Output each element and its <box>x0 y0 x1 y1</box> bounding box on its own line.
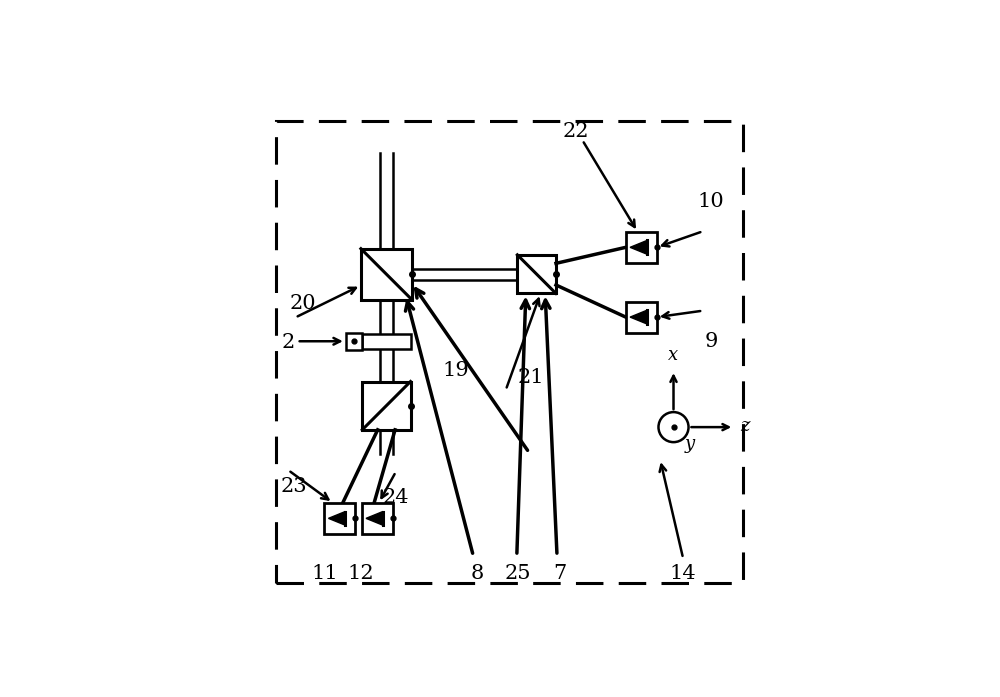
Text: 25: 25 <box>505 564 531 583</box>
Bar <box>362 381 411 430</box>
Bar <box>324 503 355 534</box>
Text: 2: 2 <box>282 333 295 352</box>
Text: x: x <box>668 346 679 364</box>
Text: 22: 22 <box>563 123 589 141</box>
Text: 24: 24 <box>382 489 409 507</box>
Text: 10: 10 <box>698 192 724 211</box>
Bar <box>517 255 556 293</box>
Text: 9: 9 <box>704 332 718 351</box>
Text: 7: 7 <box>553 564 566 583</box>
Text: 20: 20 <box>290 294 317 313</box>
Bar <box>626 232 657 263</box>
Bar <box>362 334 411 348</box>
Polygon shape <box>630 240 647 254</box>
Text: y: y <box>684 435 694 453</box>
Text: 19: 19 <box>443 361 470 381</box>
Bar <box>276 121 743 583</box>
Text: 12: 12 <box>348 564 374 583</box>
Text: z: z <box>741 417 750 434</box>
Bar <box>626 302 657 332</box>
Text: 21: 21 <box>518 368 545 388</box>
Text: 14: 14 <box>670 564 696 583</box>
Polygon shape <box>366 512 383 526</box>
Text: 11: 11 <box>311 564 338 583</box>
Bar <box>362 503 393 534</box>
Polygon shape <box>630 310 647 324</box>
Text: 23: 23 <box>280 477 307 496</box>
Text: 8: 8 <box>471 564 484 583</box>
Bar <box>361 249 412 300</box>
Polygon shape <box>328 512 345 526</box>
Bar <box>346 333 362 349</box>
